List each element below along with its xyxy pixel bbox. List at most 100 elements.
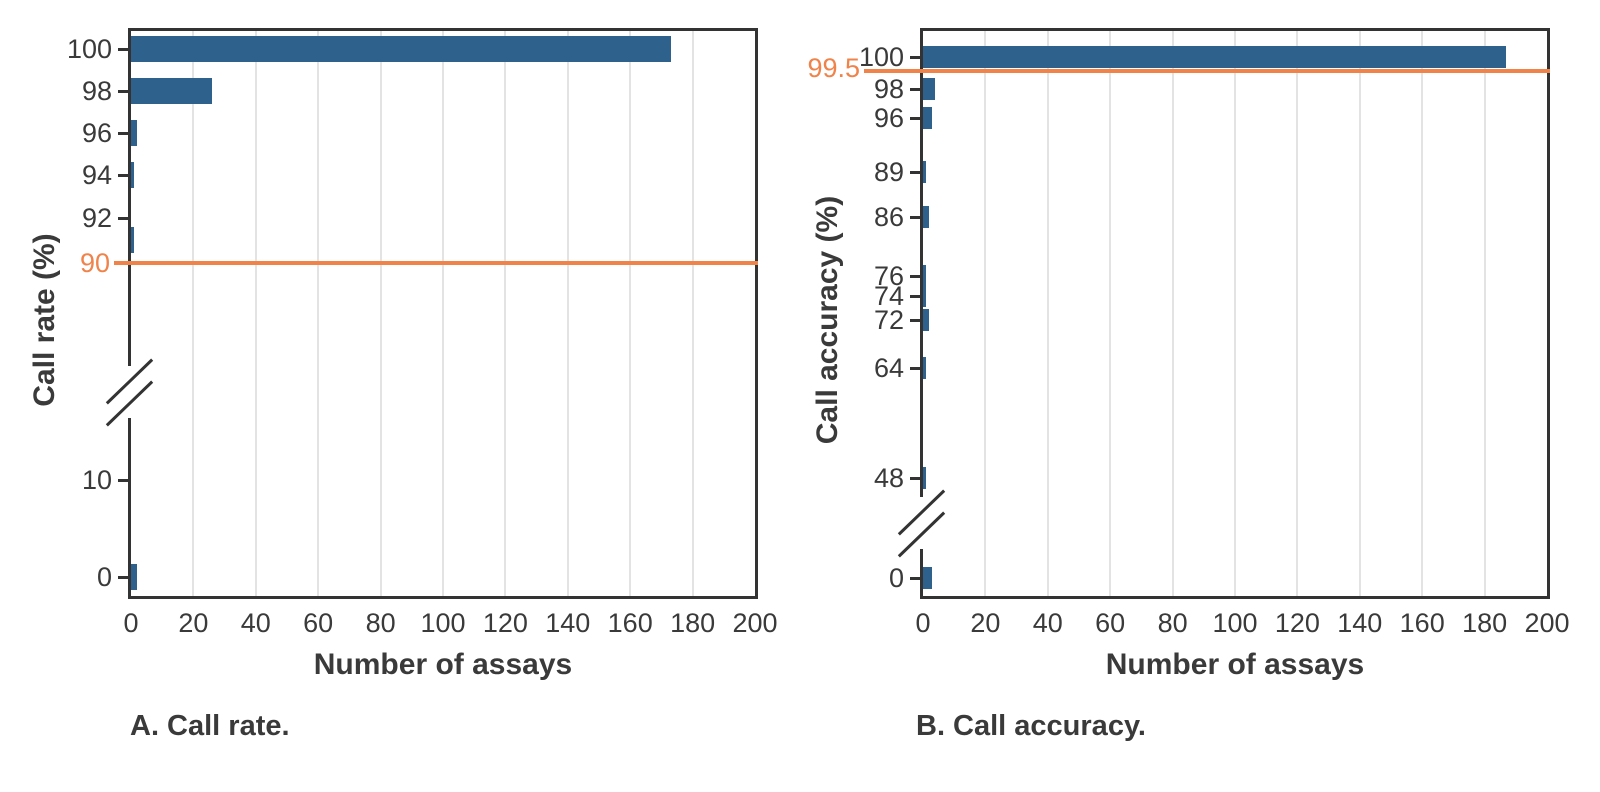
gridline-x-40 (1046, 31, 1049, 596)
x-tick-label-40: 40 (240, 608, 271, 638)
y-tick-mark-100 (910, 55, 920, 59)
y-tick-mark-0 (910, 576, 920, 580)
y-tick-mark-74 (910, 294, 920, 298)
gridline-x-20 (192, 31, 195, 596)
x-tick-label-80: 80 (1157, 608, 1188, 638)
threshold-line-90 (114, 261, 758, 265)
x-tick-label-160: 160 (607, 608, 653, 638)
y-tick-label-94: 94 (81, 160, 112, 190)
gridline-x-180 (691, 31, 694, 596)
y-tick-mark-10 (118, 478, 128, 482)
x-tick-label-60: 60 (1095, 608, 1126, 638)
y-tick-mark-64 (910, 366, 920, 370)
x-tick-label-100: 100 (1212, 608, 1258, 638)
bar-0 (923, 567, 933, 589)
gridline-x-140 (1358, 31, 1361, 596)
gridline-x-180 (1483, 31, 1486, 596)
threshold-line-99.5 (864, 69, 1550, 73)
y-tick-mark-98 (118, 89, 128, 93)
y-tick-label-96: 96 (81, 118, 112, 148)
x-tick-label-120: 120 (482, 608, 528, 638)
x-axis-title-b: Number of assays (1105, 648, 1365, 681)
x-tick-label-40: 40 (1032, 608, 1063, 638)
bar-0 (131, 564, 138, 590)
bar-86 (923, 206, 930, 228)
y-tick-label-100: 100 (66, 34, 112, 64)
y-tick-label-10: 10 (81, 465, 112, 495)
y-tick-label-92: 92 (81, 203, 112, 233)
y-tick-mark-0 (118, 575, 128, 579)
bar-100 (923, 46, 1507, 68)
gridline-x-140 (566, 31, 569, 596)
x-tick-label-140: 140 (545, 608, 591, 638)
bar-98 (131, 78, 213, 104)
bar-89 (923, 161, 927, 183)
gridline-x-100 (1234, 31, 1236, 596)
bar-76 (923, 265, 927, 287)
x-tick-label-160: 160 (1399, 608, 1445, 638)
x-tick-label-80: 80 (365, 608, 396, 638)
threshold-label-99.5: 99.5 (807, 53, 860, 83)
y-tick-mark-100 (118, 47, 128, 51)
x-tick-label-180: 180 (670, 608, 716, 638)
bar-72 (923, 309, 930, 331)
bar-94 (131, 162, 135, 188)
y-tick-label-64: 64 (873, 353, 904, 383)
x-tick-label-20: 20 (970, 608, 1001, 638)
y-tick-mark-94 (118, 173, 128, 177)
gridline-x-100 (442, 31, 444, 596)
x-tick-label-180: 180 (1462, 608, 1508, 638)
x-tick-label-20: 20 (178, 608, 209, 638)
panel-caption-b: B. Call accuracy. (916, 710, 1146, 742)
bar-96 (923, 107, 933, 129)
x-tick-label-120: 120 (1274, 608, 1320, 638)
panel-caption-a: A. Call rate. (130, 710, 290, 742)
x-tick-label-140: 140 (1337, 608, 1383, 638)
gridline-x-160 (1421, 31, 1424, 596)
y-tick-label-72: 72 (873, 305, 904, 335)
axis-break-gap (918, 497, 926, 549)
y-tick-mark-98 (910, 87, 920, 91)
y-tick-label-76: 76 (873, 261, 904, 291)
y-tick-label-100: 100 (858, 42, 904, 72)
gridline-x-80 (379, 31, 382, 596)
y-tick-mark-48 (910, 476, 920, 480)
gridline-x-160 (629, 31, 632, 596)
y-tick-mark-92 (118, 216, 128, 220)
x-axis-title-a: Number of assays (313, 648, 573, 681)
bar-100 (131, 36, 671, 62)
x-tick-label-60: 60 (303, 608, 334, 638)
y-tick-mark-96 (118, 131, 128, 135)
bar-74 (923, 285, 927, 307)
y-tick-mark-86 (910, 215, 920, 219)
y-tick-label-98: 98 (81, 76, 112, 106)
y-tick-label-0: 0 (96, 562, 112, 592)
bar-96 (131, 120, 138, 146)
y-tick-mark-89 (910, 170, 920, 174)
x-tick-label-200: 200 (1524, 608, 1570, 638)
y-tick-label-0: 0 (888, 563, 904, 593)
y-tick-label-74: 74 (873, 281, 904, 311)
y-tick-label-89: 89 (873, 157, 904, 187)
gridline-x-120 (504, 31, 507, 596)
gridline-x-40 (254, 31, 257, 596)
threshold-label-90: 90 (79, 248, 110, 278)
x-tick-label-0: 0 (123, 608, 139, 638)
gridline-x-20 (984, 31, 987, 596)
y-tick-label-96: 96 (873, 103, 904, 133)
y-tick-label-86: 86 (873, 202, 904, 232)
axis-break-gap (126, 366, 134, 418)
y-tick-label-98: 98 (873, 74, 904, 104)
x-tick-label-0: 0 (915, 608, 931, 638)
bar-64 (923, 357, 927, 379)
bar-unlabeled (131, 227, 135, 253)
bar-48 (923, 467, 927, 489)
gridline-x-80 (1171, 31, 1174, 596)
gridline-x-120 (1296, 31, 1299, 596)
bar-98 (923, 78, 936, 100)
y-tick-mark-76 (910, 274, 920, 278)
x-tick-label-200: 200 (732, 608, 778, 638)
y-tick-mark-72 (910, 318, 920, 322)
x-tick-label-100: 100 (420, 608, 466, 638)
